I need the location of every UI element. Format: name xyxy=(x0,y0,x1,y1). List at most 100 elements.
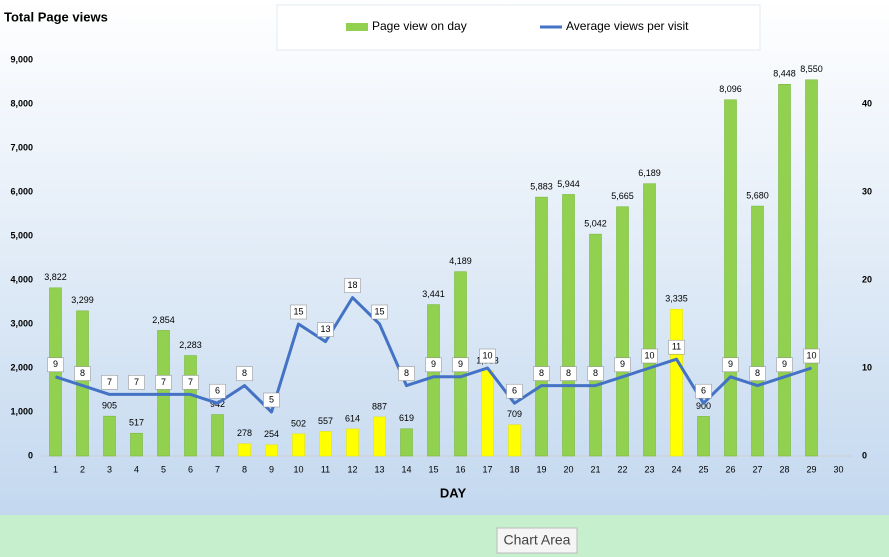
x-tick-label: 1 xyxy=(53,464,58,474)
line-value-label: 7 xyxy=(107,377,112,387)
bar xyxy=(562,194,575,457)
bar xyxy=(103,415,116,457)
line-value-label: 10 xyxy=(644,350,654,360)
y2-tick-label: 40 xyxy=(862,98,872,108)
line-value-label: 15 xyxy=(293,306,303,316)
bar-value-label: 3,441 xyxy=(422,289,445,299)
bar xyxy=(130,432,143,457)
x-tick-label: 29 xyxy=(806,464,816,474)
y-tick-label: 3,000 xyxy=(10,318,33,328)
x-tick-label: 18 xyxy=(509,464,519,474)
line-label-box xyxy=(479,348,496,364)
x-tick-label: 7 xyxy=(215,464,220,474)
bar xyxy=(346,428,359,457)
bar xyxy=(211,414,224,457)
line-label-box xyxy=(398,366,415,381)
line-label-box xyxy=(614,357,631,373)
line-label-box xyxy=(560,366,577,381)
line-value-label: 9 xyxy=(458,359,463,369)
background xyxy=(0,0,889,515)
x-tick-label: 4 xyxy=(134,464,139,474)
line-label-box xyxy=(722,357,739,373)
bar-value-label: 900 xyxy=(696,401,711,411)
y-tick-label: 1,000 xyxy=(10,406,33,416)
bar-value-label: 5,883 xyxy=(530,182,553,192)
bar-value-label: 502 xyxy=(291,418,306,428)
bar-value-label: 887 xyxy=(372,401,387,411)
bar xyxy=(508,424,521,457)
bar-value-label: 254 xyxy=(264,429,279,439)
line-value-label: 9 xyxy=(620,359,625,369)
x-tick-label: 20 xyxy=(563,464,573,474)
x-tick-label: 30 xyxy=(833,464,843,474)
bar-value-label: 614 xyxy=(345,413,360,423)
bar-value-label: 5,042 xyxy=(584,219,607,229)
bar xyxy=(589,233,602,457)
x-tick-label: 24 xyxy=(671,464,681,474)
bar-value-label: 278 xyxy=(237,428,252,438)
bar-value-label: 8,096 xyxy=(719,84,742,94)
line-value-label: 8 xyxy=(755,368,760,378)
bar xyxy=(373,416,386,457)
y2-tick-label: 10 xyxy=(862,362,872,372)
y-tick-label: 7,000 xyxy=(10,142,33,152)
bar xyxy=(535,196,548,457)
line-label-box xyxy=(695,383,712,399)
y-tick-label: 0 xyxy=(28,450,33,460)
y2-tick-label: 20 xyxy=(862,274,872,284)
line-label-box xyxy=(209,383,226,399)
legend-label: Average views per visit xyxy=(566,19,689,33)
legend-label: Page view on day xyxy=(372,19,467,33)
bar-value-label: 3,299 xyxy=(71,295,94,305)
x-tick-label: 25 xyxy=(698,464,708,474)
line-value-label: 7 xyxy=(188,377,193,387)
line-label-box xyxy=(101,375,118,390)
line-value-label: 10 xyxy=(806,350,816,360)
bar xyxy=(616,206,629,457)
x-tick-label: 13 xyxy=(374,464,384,474)
line-label-box xyxy=(749,366,766,381)
line-value-label: 9 xyxy=(431,359,436,369)
bar xyxy=(778,83,791,457)
line-label-box xyxy=(263,392,280,408)
y-tick-label: 6,000 xyxy=(10,186,33,196)
tooltip: Chart Area xyxy=(504,532,571,548)
line-label-box xyxy=(452,357,469,373)
line-label-box xyxy=(641,348,658,364)
line-label-box xyxy=(155,375,172,390)
bar xyxy=(427,304,440,457)
bar-value-label: 2,283 xyxy=(179,340,202,350)
line-value-label: 8 xyxy=(242,368,247,378)
x-tick-label: 8 xyxy=(242,464,247,474)
bar xyxy=(751,205,764,457)
line xyxy=(55,296,812,414)
line-value-label: 8 xyxy=(566,368,571,378)
line-value-label: 7 xyxy=(134,377,139,387)
bar xyxy=(184,355,197,457)
x-tick-label: 10 xyxy=(293,464,303,474)
x-tick-label: 26 xyxy=(725,464,735,474)
bar-value-label: 5,680 xyxy=(746,190,769,200)
y-tick-label: 4,000 xyxy=(10,274,33,284)
bar xyxy=(697,416,710,457)
line-value-label: 5 xyxy=(269,394,274,404)
bar-value-label: 3,822 xyxy=(44,272,67,282)
bar-value-label: 8,448 xyxy=(773,69,796,79)
y2-tick-label: 30 xyxy=(862,186,872,196)
bar xyxy=(670,308,683,457)
line-label-box xyxy=(371,304,388,320)
x-tick-label: 15 xyxy=(428,464,438,474)
bar-value-label: 5,665 xyxy=(611,191,634,201)
line-label-box xyxy=(425,357,442,373)
bar-value-label: 2,854 xyxy=(152,315,175,325)
legend-swatch xyxy=(346,23,368,31)
bar-value-label: 4,189 xyxy=(449,256,472,266)
line-label-box xyxy=(47,357,64,373)
y-tick-label: 9,000 xyxy=(10,54,33,64)
line-label-box xyxy=(587,366,604,381)
line-label-box xyxy=(317,322,334,337)
x-tick-label: 12 xyxy=(347,464,357,474)
bar xyxy=(481,370,494,457)
line-label-box xyxy=(290,304,307,320)
line-value-label: 10 xyxy=(482,350,492,360)
